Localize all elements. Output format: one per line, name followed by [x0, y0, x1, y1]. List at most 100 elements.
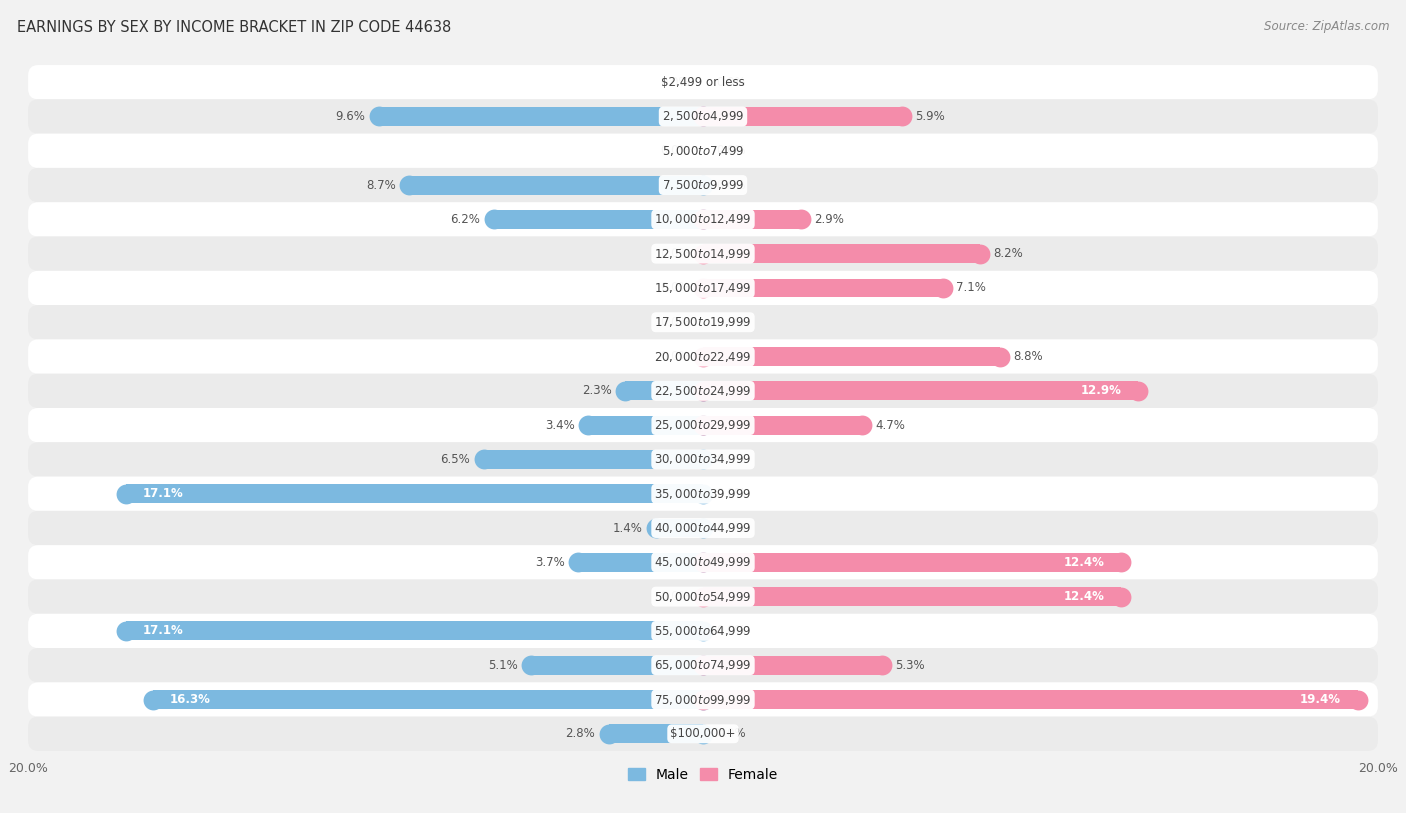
- Text: 0.0%: 0.0%: [717, 521, 747, 534]
- Text: $10,000 to $12,499: $10,000 to $12,499: [654, 212, 752, 226]
- Text: 12.4%: 12.4%: [1064, 556, 1105, 569]
- Text: 0.0%: 0.0%: [717, 487, 747, 500]
- Bar: [703, 279, 942, 298]
- Text: $22,500 to $24,999: $22,500 to $24,999: [654, 384, 752, 398]
- Text: $2,500 to $4,999: $2,500 to $4,999: [662, 110, 744, 124]
- Bar: [127, 485, 703, 503]
- Text: 0.0%: 0.0%: [659, 315, 689, 328]
- Text: 0.0%: 0.0%: [717, 315, 747, 328]
- Bar: [626, 381, 703, 400]
- Text: 7.1%: 7.1%: [956, 281, 986, 294]
- Text: 5.9%: 5.9%: [915, 110, 945, 123]
- Text: $20,000 to $22,499: $20,000 to $22,499: [654, 350, 752, 363]
- FancyBboxPatch shape: [28, 648, 1378, 682]
- Text: 5.3%: 5.3%: [896, 659, 925, 672]
- Text: $55,000 to $64,999: $55,000 to $64,999: [654, 624, 752, 638]
- Text: 0.0%: 0.0%: [659, 281, 689, 294]
- Text: 0.0%: 0.0%: [717, 453, 747, 466]
- Text: 6.5%: 6.5%: [440, 453, 470, 466]
- FancyBboxPatch shape: [28, 305, 1378, 339]
- FancyBboxPatch shape: [28, 546, 1378, 580]
- Text: 0.0%: 0.0%: [717, 624, 747, 637]
- FancyBboxPatch shape: [28, 65, 1378, 99]
- Text: $2,499 or less: $2,499 or less: [661, 76, 745, 89]
- Bar: [655, 519, 703, 537]
- Bar: [153, 690, 703, 709]
- Text: 3.7%: 3.7%: [534, 556, 565, 569]
- Bar: [703, 381, 1139, 400]
- Text: 8.8%: 8.8%: [1014, 350, 1043, 363]
- FancyBboxPatch shape: [28, 168, 1378, 202]
- Text: EARNINGS BY SEX BY INCOME BRACKET IN ZIP CODE 44638: EARNINGS BY SEX BY INCOME BRACKET IN ZIP…: [17, 20, 451, 35]
- FancyBboxPatch shape: [28, 682, 1378, 716]
- Text: 0.0%: 0.0%: [659, 350, 689, 363]
- Text: 0.0%: 0.0%: [717, 179, 747, 192]
- FancyBboxPatch shape: [28, 202, 1378, 237]
- Text: 0.0%: 0.0%: [717, 76, 747, 89]
- Bar: [703, 656, 882, 675]
- Text: 17.1%: 17.1%: [143, 487, 184, 500]
- Text: 0.0%: 0.0%: [717, 144, 747, 157]
- Text: 19.4%: 19.4%: [1299, 693, 1341, 706]
- Bar: [409, 176, 703, 194]
- Bar: [703, 244, 980, 263]
- FancyBboxPatch shape: [28, 476, 1378, 511]
- Text: Source: ZipAtlas.com: Source: ZipAtlas.com: [1264, 20, 1389, 33]
- Text: $25,000 to $29,999: $25,000 to $29,999: [654, 418, 752, 433]
- Bar: [127, 621, 703, 641]
- Text: 12.9%: 12.9%: [1081, 385, 1122, 398]
- Text: $5,000 to $7,499: $5,000 to $7,499: [662, 144, 744, 158]
- Text: 2.3%: 2.3%: [582, 385, 612, 398]
- FancyBboxPatch shape: [28, 374, 1378, 408]
- Text: 12.4%: 12.4%: [1064, 590, 1105, 603]
- Text: 1.4%: 1.4%: [613, 521, 643, 534]
- Text: 0.0%: 0.0%: [659, 590, 689, 603]
- Bar: [703, 553, 1122, 572]
- Text: 8.7%: 8.7%: [366, 179, 396, 192]
- Text: $30,000 to $34,999: $30,000 to $34,999: [654, 453, 752, 467]
- Text: $7,500 to $9,999: $7,500 to $9,999: [662, 178, 744, 192]
- Text: $65,000 to $74,999: $65,000 to $74,999: [654, 659, 752, 672]
- Text: $17,500 to $19,999: $17,500 to $19,999: [654, 315, 752, 329]
- FancyBboxPatch shape: [28, 442, 1378, 476]
- Bar: [494, 210, 703, 228]
- FancyBboxPatch shape: [28, 408, 1378, 442]
- Bar: [609, 724, 703, 743]
- Text: $15,000 to $17,499: $15,000 to $17,499: [654, 281, 752, 295]
- Bar: [703, 107, 903, 126]
- Bar: [578, 553, 703, 572]
- Text: 0.0%: 0.0%: [717, 728, 747, 741]
- Text: 9.6%: 9.6%: [336, 110, 366, 123]
- Text: 6.2%: 6.2%: [450, 213, 481, 226]
- Legend: Male, Female: Male, Female: [623, 762, 783, 787]
- Text: 0.0%: 0.0%: [659, 247, 689, 260]
- FancyBboxPatch shape: [28, 237, 1378, 271]
- Bar: [484, 450, 703, 469]
- Text: 5.1%: 5.1%: [488, 659, 517, 672]
- Text: 2.8%: 2.8%: [565, 728, 595, 741]
- Text: 17.1%: 17.1%: [143, 624, 184, 637]
- Text: 4.7%: 4.7%: [875, 419, 905, 432]
- Bar: [703, 415, 862, 435]
- Text: $75,000 to $99,999: $75,000 to $99,999: [654, 693, 752, 706]
- Bar: [531, 656, 703, 675]
- Text: $35,000 to $39,999: $35,000 to $39,999: [654, 487, 752, 501]
- Text: $45,000 to $49,999: $45,000 to $49,999: [654, 555, 752, 569]
- Bar: [703, 347, 1000, 366]
- Bar: [380, 107, 703, 126]
- Text: $50,000 to $54,999: $50,000 to $54,999: [654, 589, 752, 603]
- Bar: [703, 587, 1122, 606]
- Text: 8.2%: 8.2%: [993, 247, 1024, 260]
- FancyBboxPatch shape: [28, 271, 1378, 305]
- Text: 0.0%: 0.0%: [659, 76, 689, 89]
- FancyBboxPatch shape: [28, 614, 1378, 648]
- Bar: [703, 210, 801, 228]
- Text: 16.3%: 16.3%: [170, 693, 211, 706]
- Text: $100,000+: $100,000+: [671, 728, 735, 741]
- Bar: [703, 690, 1358, 709]
- FancyBboxPatch shape: [28, 99, 1378, 133]
- FancyBboxPatch shape: [28, 339, 1378, 374]
- Text: 2.9%: 2.9%: [814, 213, 844, 226]
- Text: $40,000 to $44,999: $40,000 to $44,999: [654, 521, 752, 535]
- FancyBboxPatch shape: [28, 716, 1378, 751]
